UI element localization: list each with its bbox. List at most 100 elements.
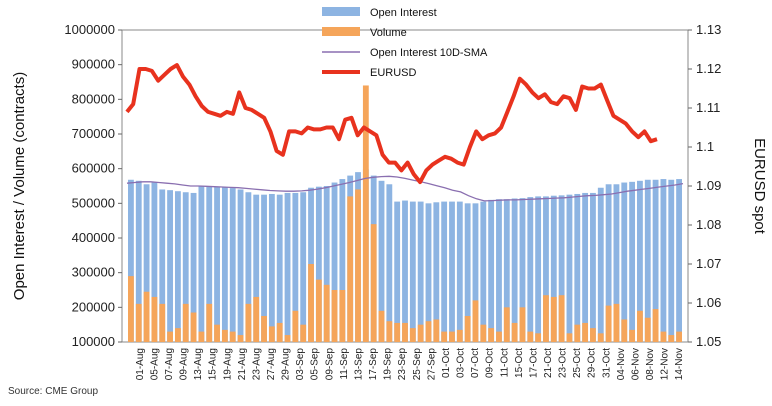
volume-bar xyxy=(362,85,369,342)
open-interest-bar xyxy=(159,189,166,342)
open-interest-bar xyxy=(261,194,267,342)
line-series xyxy=(125,63,684,202)
left-axis-tick-label: 200000 xyxy=(72,299,115,314)
open-interest-bar xyxy=(151,182,158,342)
open-interest-bar xyxy=(503,199,510,342)
volume-bar xyxy=(370,224,377,342)
volume-bar xyxy=(378,310,385,342)
volume-bar xyxy=(464,316,471,342)
x-axis-tick-label: 09-Aug xyxy=(179,348,190,380)
open-interest-bar xyxy=(652,179,659,342)
volume-bar xyxy=(151,296,158,342)
left-axis-tick-label: 500000 xyxy=(72,195,115,210)
volume-bar xyxy=(214,324,220,342)
open-interest-sma-line xyxy=(126,175,684,202)
x-axis-tick-label: 27-Sep xyxy=(426,348,437,381)
volume-bar xyxy=(519,307,526,342)
legend-label: Open Interest xyxy=(370,7,437,19)
open-interest-bar xyxy=(582,192,589,342)
volume-bar xyxy=(167,331,173,342)
volume-bar xyxy=(143,291,150,342)
right-axis-tick-label: 1.05 xyxy=(696,334,721,349)
volume-bar xyxy=(276,322,283,342)
left-axis-tick-label: 1000000 xyxy=(64,22,115,37)
legend-label: Volume xyxy=(370,27,407,39)
open-interest-bar xyxy=(566,194,573,342)
x-axis-tick-label: 14-Nov xyxy=(674,348,685,380)
right-axis-tick-label: 1.07 xyxy=(696,256,721,271)
open-interest-bar xyxy=(143,184,150,342)
open-interest-bar xyxy=(214,187,220,342)
open-interest-bar xyxy=(668,179,675,342)
volume-bar xyxy=(449,331,455,342)
volume-bar xyxy=(261,316,267,342)
open-interest-bar xyxy=(527,197,534,342)
volume-bar xyxy=(425,321,432,342)
volume-bar xyxy=(676,331,682,342)
volume-bar xyxy=(511,322,518,342)
volume-bar xyxy=(582,322,589,342)
open-interest-bar xyxy=(535,196,542,342)
x-axis-tick-label: 12-Nov xyxy=(660,348,671,380)
open-interest-bar xyxy=(394,201,401,342)
volume-bar xyxy=(237,335,244,342)
volume-bar xyxy=(558,295,565,342)
volume-bar xyxy=(441,331,448,342)
left-axis-tick-label: 600000 xyxy=(72,161,115,176)
volume-bar xyxy=(613,303,620,342)
x-axis-tick-label: 17-Oct xyxy=(528,348,539,378)
volume-bar xyxy=(503,307,510,342)
volume-bar xyxy=(182,303,189,342)
open-interest-bar xyxy=(253,194,260,342)
volume-bar xyxy=(284,335,291,342)
open-interest-bar xyxy=(128,179,134,342)
left-axis-tick-label: 800000 xyxy=(72,91,115,106)
volume-bar xyxy=(402,322,408,342)
volume-bar xyxy=(488,328,495,342)
open-interest-bar xyxy=(315,186,322,342)
source-note: Source: CME Group xyxy=(8,386,98,397)
x-axis-tick-label: 03-Oct xyxy=(456,348,467,378)
x-axis-tick-label: 01-Aug xyxy=(135,348,146,380)
legend-swatch xyxy=(322,7,360,16)
open-interest-bar xyxy=(676,179,682,342)
open-interest-bar xyxy=(558,195,565,342)
volume-bar xyxy=(315,279,322,342)
legend-swatch xyxy=(322,27,360,36)
open-interest-bar xyxy=(268,193,275,342)
open-interest-bar xyxy=(417,201,424,342)
left-axis: 100000 200000 300000 400000 500000 600000 7000… xyxy=(64,22,122,349)
open-interest-bar xyxy=(543,196,549,342)
open-interest-bar xyxy=(456,201,463,342)
x-axis-tick-label: 13-Aug xyxy=(193,348,204,380)
open-interest-bar xyxy=(339,179,346,342)
right-axis-tick-label: 1.12 xyxy=(696,61,721,76)
volume-bar xyxy=(245,303,252,342)
volume-bar xyxy=(433,319,440,342)
volume-bar xyxy=(198,331,205,342)
right-axis-tick-label: 1.13 xyxy=(696,22,721,37)
volume-bar xyxy=(472,300,479,342)
open-interest-bar xyxy=(378,180,385,342)
open-interest-bar xyxy=(174,191,181,342)
open-interest-bar xyxy=(441,201,448,342)
x-axis-tick-label: 13-Sep xyxy=(354,348,365,381)
volume-bar xyxy=(308,264,314,342)
open-interest-bar xyxy=(245,192,252,342)
open-interest-bar xyxy=(402,200,408,342)
volume-bar xyxy=(135,303,142,342)
volume-bar xyxy=(590,328,596,342)
open-interest-bar xyxy=(472,203,479,342)
legend: Open Interest Volume Open Interest 10D-SMA… xyxy=(322,7,488,79)
volume-bar xyxy=(394,322,401,342)
open-interest-bar xyxy=(386,184,393,342)
open-interest-bar xyxy=(433,202,440,342)
x-axis-tick-label: 17-Sep xyxy=(368,348,379,381)
volume-bar xyxy=(550,296,557,342)
x-axis-tick-label: 25-Sep xyxy=(412,348,423,381)
x-axis-tick-label: 08-Nov xyxy=(645,348,656,380)
open-interest-bar xyxy=(167,190,173,342)
right-axis-tick-label: 1.11 xyxy=(696,100,720,115)
x-axis-tick-label: 05-Sep xyxy=(310,348,321,381)
open-interest-bar xyxy=(449,201,455,342)
